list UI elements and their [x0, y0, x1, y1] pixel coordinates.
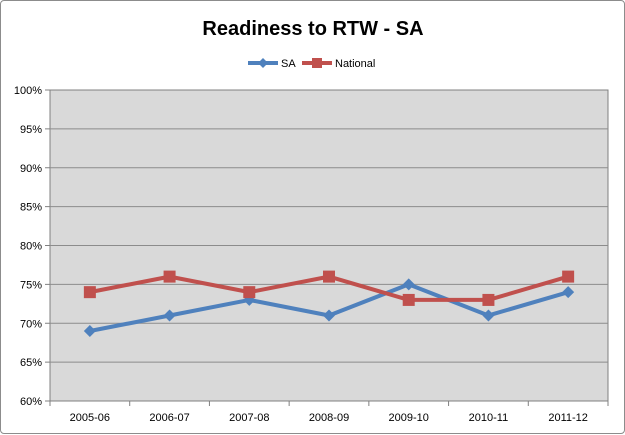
data-point-national	[83, 286, 96, 299]
x-tick-label: 2007-08	[229, 412, 269, 424]
data-point-sa	[163, 309, 176, 322]
y-tick-label: 65%	[20, 357, 42, 369]
data-point-national	[482, 293, 495, 306]
data-point-sa	[402, 278, 415, 291]
data-point-sa	[323, 309, 335, 322]
chart-title: Readiness to RTW - SA	[202, 18, 423, 40]
x-tick-label: 2008-09	[309, 412, 349, 424]
data-point-national	[243, 286, 256, 299]
y-tick-label: 60%	[20, 396, 42, 408]
y-tick-label: 70%	[20, 318, 42, 330]
legend-item-national: National	[302, 58, 375, 70]
data-point-national	[163, 270, 176, 283]
legend-marker-sa	[258, 58, 268, 68]
y-tick-label: 90%	[20, 163, 42, 175]
data-point-national	[323, 270, 335, 283]
data-point-sa	[562, 286, 575, 299]
legend-label-sa: SA	[281, 58, 296, 70]
gridlines	[50, 128, 608, 363]
y-tick-label: 85%	[20, 202, 42, 214]
x-tick-label: 2009-10	[389, 412, 429, 424]
data-point-sa	[482, 309, 495, 322]
y-tick-label: 75%	[20, 279, 42, 291]
series-layer	[83, 270, 575, 338]
data-point-national	[402, 293, 415, 306]
x-tick-label: 2005-06	[70, 412, 110, 424]
data-point-sa	[83, 325, 96, 338]
y-tick-label: 95%	[20, 124, 42, 136]
legend-marker-national	[312, 58, 322, 68]
legend-item-sa: SA	[248, 58, 296, 70]
x-axis: 2005-06 2006-07 2007-08 2008-09 2009-10 2010-…	[49, 401, 609, 424]
x-tick-label: 2010-11	[469, 412, 509, 424]
y-axis: 60% 65% 70% 75% 80% 85% 90% 95% 100%	[14, 85, 50, 408]
legend-label-national: National	[335, 58, 375, 70]
x-tick-label: 2011-12	[548, 412, 588, 424]
x-tick-label: 2006-07	[149, 412, 189, 424]
data-point-national	[562, 270, 575, 283]
legend: SA National	[248, 58, 375, 70]
y-tick-label: 100%	[14, 85, 42, 97]
y-tick-label: 80%	[20, 241, 42, 253]
